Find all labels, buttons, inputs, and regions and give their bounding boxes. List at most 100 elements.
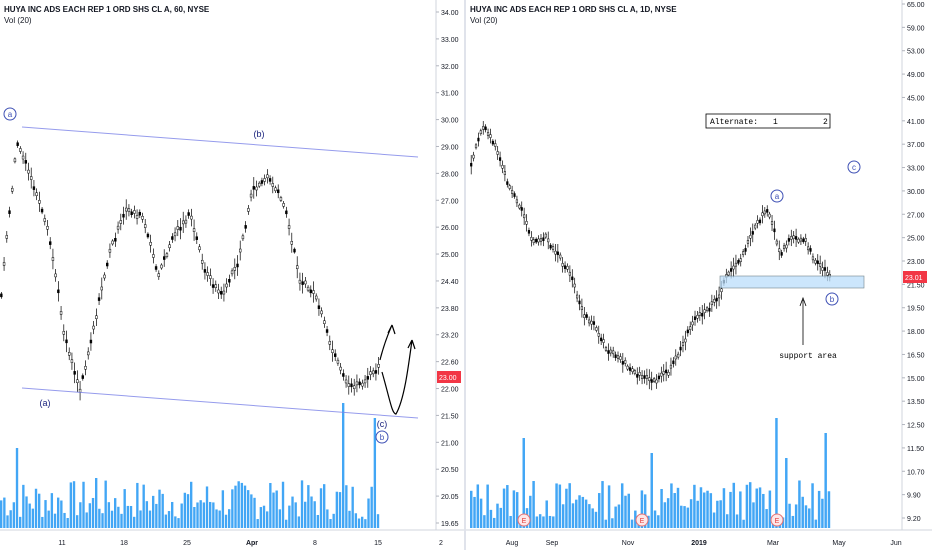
candle-body [486, 132, 490, 136]
candle-body [612, 350, 615, 355]
candle-body [470, 162, 473, 167]
left-symbol-title: HUYA INC ADS EACH REP 1 ORD SHS CL A, 60… [4, 5, 210, 14]
volume-bar [486, 484, 489, 528]
volume-bar [479, 498, 483, 528]
candle-body [674, 355, 677, 360]
candle-body [802, 238, 805, 243]
volume-bar [171, 501, 174, 528]
volume-bar [581, 496, 585, 528]
candle-body [640, 375, 644, 379]
volume-bar [281, 481, 285, 528]
candle-body [563, 265, 567, 269]
volume-bar [470, 490, 473, 528]
candle-body [691, 321, 694, 326]
earnings-marker-icon[interactable] [635, 513, 649, 527]
candle-body [277, 189, 280, 194]
volume-bar [373, 418, 377, 528]
volume-bar [50, 493, 54, 528]
volume-bar [278, 509, 282, 528]
candle-body [571, 276, 574, 281]
left-chart-svg[interactable]: 34.00 33.00 32.00 31.00 30.00 29.00 28.00 27.00… [0, 0, 464, 550]
volume-bar [256, 519, 259, 528]
earnings-marker-icon[interactable] [517, 513, 531, 527]
earnings-marker-label: E [775, 518, 780, 525]
candle-body [677, 353, 680, 358]
volume-bar [650, 453, 653, 528]
volume-bar [126, 505, 130, 528]
volume-bar [285, 519, 288, 528]
candle-body [2, 262, 6, 266]
price-axis-label: 18.00 [907, 329, 925, 336]
volume-bar [814, 519, 818, 528]
volume-bar [212, 502, 215, 528]
candle-body [482, 126, 485, 130]
alternate-box[interactable]: Alternate: 1 2 [705, 113, 831, 129]
candle-body [782, 245, 786, 250]
candle-body [715, 297, 718, 302]
volume-bar [202, 502, 206, 528]
candle-body [489, 134, 492, 138]
candle-body [592, 321, 596, 325]
candle-body [222, 290, 226, 295]
candle-body [214, 284, 217, 288]
volume-bar [3, 497, 6, 528]
candle-body [43, 218, 46, 222]
wave-b-circle-label: b [380, 433, 385, 442]
channel-upper-line[interactable] [21, 126, 419, 158]
alternate-box-frame [705, 113, 831, 129]
volume-bar [808, 508, 811, 528]
volume-bar [342, 403, 345, 528]
volume-bar [821, 498, 824, 528]
candle-body [539, 238, 543, 242]
candle-body [515, 199, 519, 204]
volume-bar [66, 517, 69, 528]
volume-bar [218, 510, 221, 528]
hand-drawn-projection [379, 324, 416, 415]
volume-bar [183, 492, 187, 528]
candle-body [152, 254, 155, 258]
volume-bar [552, 516, 555, 528]
candle-body [339, 366, 342, 371]
channel-lower-line[interactable] [21, 387, 419, 419]
volume-bar [243, 485, 247, 528]
volume-bar [712, 512, 716, 528]
price-axis-label: 16.50 [907, 352, 925, 359]
support-zone-rect[interactable] [719, 275, 865, 289]
volume-bar [240, 482, 244, 528]
right-symbol-title: HUYA INC ADS EACH REP 1 ORD SHS CL A, 1D… [470, 5, 677, 14]
candle-body [790, 236, 793, 240]
price-axis-label: 9.90 [907, 493, 921, 500]
candle-body [816, 260, 819, 265]
price-axis-label: 22.60 [441, 360, 459, 367]
right-chart-panel[interactable]: HUYA INC ADS EACH REP 1 ORD SHS CL A, 1D… [466, 0, 932, 550]
volume-bar [591, 508, 594, 528]
volume-bar [719, 500, 722, 528]
time-axis-label: 25 [183, 540, 191, 547]
candle-body [125, 207, 128, 212]
volume-bar [515, 492, 519, 528]
volume-bar [297, 516, 301, 528]
volume-bar [742, 519, 745, 528]
candle-body [266, 174, 269, 179]
left-chart-panel[interactable]: HUYA INC ADS EACH REP 1 ORD SHS CL A, 60… [0, 0, 464, 550]
candle-body [51, 257, 55, 261]
candle-body [763, 210, 766, 215]
volume-bar [304, 501, 307, 528]
candle-body [358, 381, 361, 386]
left-chart-header: HUYA INC ADS EACH REP 1 ORD SHS CL A, 60… [4, 4, 209, 26]
candle-body [580, 306, 584, 310]
volume-bar [101, 513, 104, 528]
candle-body [260, 180, 264, 184]
candle-body [758, 219, 762, 224]
panel-divider[interactable] [464, 0, 466, 550]
earnings-marker-icon[interactable] [770, 513, 784, 527]
wave-c-paren-label: (c) [377, 419, 388, 429]
candle-body [312, 290, 315, 294]
candle-body [631, 368, 634, 372]
candle-body [814, 259, 817, 264]
candle-body [5, 235, 8, 239]
candle-body [819, 263, 822, 267]
right-chart-svg[interactable]: 65.00 59.00 53.00 49.00 45.00 41.00 37.00 33.00… [466, 0, 932, 550]
volume-bar [617, 504, 621, 528]
candle-body [766, 209, 769, 213]
